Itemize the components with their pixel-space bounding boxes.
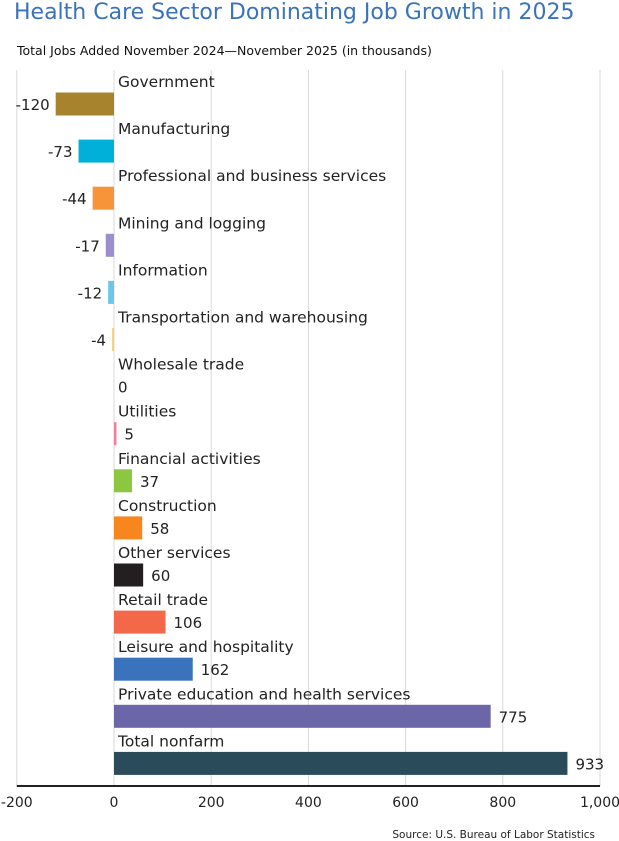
category-label: Financial activities: [118, 450, 261, 468]
data-label: -4: [91, 332, 106, 350]
bar: [112, 328, 114, 351]
data-label: 58: [150, 520, 169, 538]
category-label: Retail trade: [118, 591, 208, 609]
bar: [78, 139, 114, 163]
bar: [114, 751, 568, 775]
data-label: -73: [48, 143, 73, 161]
x-tick-label: 1,000: [580, 795, 619, 811]
data-label: 933: [575, 755, 604, 773]
data-label: 60: [151, 567, 170, 585]
bar: [114, 422, 117, 446]
category-label: Transportation and warehousing: [117, 309, 368, 327]
x-tick-label: 600: [392, 795, 419, 811]
x-tick-label: 200: [198, 795, 225, 811]
category-label: Construction: [118, 497, 217, 515]
data-label: 775: [499, 708, 528, 726]
category-label: Other services: [118, 544, 231, 562]
bar: [114, 657, 193, 681]
category-label: Private education and health services: [118, 685, 410, 703]
bar: [114, 469, 132, 493]
category-label: Mining and logging: [118, 214, 266, 232]
x-tick-label: 400: [295, 795, 322, 811]
bar: [105, 233, 114, 257]
chart-title: Health Care Sector Dominating Job Growth…: [14, 0, 575, 25]
bar: [114, 516, 143, 540]
bar: [55, 92, 114, 116]
bar: [108, 280, 114, 304]
category-label: Utilities: [118, 403, 176, 421]
category-label: Total nonfarm: [117, 732, 224, 750]
data-label: -120: [16, 96, 50, 114]
data-label: -44: [62, 190, 87, 208]
category-label: Government: [118, 73, 215, 91]
x-tick-label: -200: [1, 795, 33, 811]
chart-subtitle: Total Jobs Added November 2024—November …: [17, 43, 432, 58]
source-note: Source: U.S. Bureau of Labor Statistics: [392, 829, 595, 841]
data-label: 37: [140, 473, 159, 491]
data-label: -17: [75, 237, 100, 255]
category-label: Wholesale trade: [118, 356, 244, 374]
category-label: Leisure and hospitality: [118, 638, 294, 656]
data-label: 162: [201, 661, 230, 679]
bar: [92, 186, 114, 210]
data-label: -12: [78, 284, 103, 302]
data-label: 5: [124, 426, 134, 444]
bar: [114, 610, 166, 634]
bar: [114, 563, 144, 587]
bar: [114, 704, 491, 728]
category-label: Manufacturing: [118, 120, 230, 138]
data-label: 0: [118, 379, 128, 397]
data-label: 106: [174, 614, 203, 632]
category-label: Professional and business services: [118, 167, 386, 185]
category-label: Information: [118, 261, 208, 279]
x-tick-label: 800: [489, 795, 516, 811]
x-tick-label: 0: [110, 795, 119, 811]
